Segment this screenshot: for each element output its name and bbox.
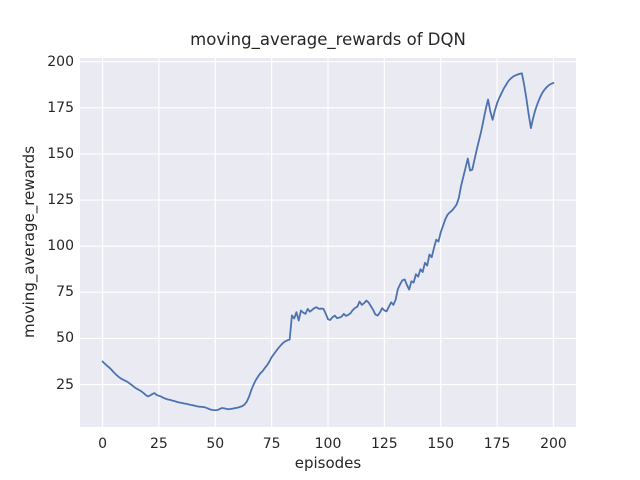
- y-tick-label: 125: [47, 192, 74, 209]
- y-tick-label: 100: [47, 238, 74, 255]
- x-tick-label: 150: [427, 436, 455, 452]
- gridlines: [80, 58, 576, 427]
- chart-title: moving_average_rewards of DQN: [190, 30, 466, 49]
- x-tick-label: 50: [206, 436, 225, 452]
- y-tick-label: 75: [56, 284, 74, 301]
- x-tick-label: 75: [262, 436, 281, 452]
- plot-area: [80, 58, 576, 427]
- dqn-line: [101, 72, 555, 412]
- x-tick-label: 175: [483, 436, 511, 452]
- x-tick-label: 25: [149, 436, 168, 452]
- line-chart-svg: [80, 58, 576, 427]
- y-tick-label: 150: [47, 145, 74, 162]
- y-tick-label: 175: [47, 99, 74, 116]
- x-tick-label: 0: [98, 436, 107, 452]
- x-tick-label: 100: [314, 436, 342, 452]
- x-tick-label: 125: [370, 436, 398, 452]
- x-axis-label: episodes: [294, 454, 362, 472]
- y-tick-label: 200: [47, 53, 74, 70]
- y-tick-label: 25: [56, 376, 74, 393]
- y-tick-label: 50: [56, 330, 74, 347]
- x-tick-label: 200: [540, 436, 567, 452]
